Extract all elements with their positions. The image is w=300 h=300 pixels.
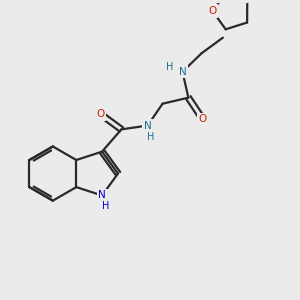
Text: H: H [167,62,174,72]
Text: N: N [98,190,106,200]
Text: O: O [199,114,207,124]
Text: H: H [147,132,155,142]
Text: O: O [208,6,217,16]
Text: O: O [96,109,105,119]
Text: H: H [102,201,109,211]
Text: N: N [144,121,152,130]
Text: N: N [178,67,186,77]
